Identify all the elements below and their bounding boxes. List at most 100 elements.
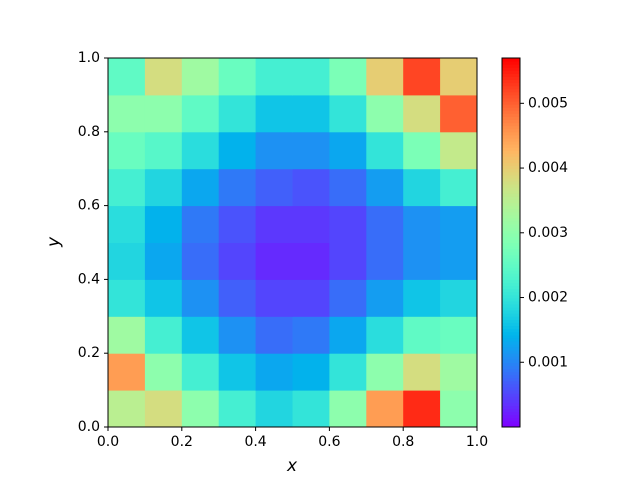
colorbar-step bbox=[502, 239, 520, 243]
colorbar-step bbox=[502, 383, 520, 388]
colorbar-step bbox=[502, 162, 520, 167]
heat-cell bbox=[255, 279, 293, 317]
heat-cell bbox=[218, 390, 257, 428]
heat-cell bbox=[366, 353, 404, 391]
heat-cell bbox=[366, 58, 404, 96]
colorbar-step bbox=[502, 67, 520, 71]
colorbar-step bbox=[502, 337, 520, 342]
heat-cell bbox=[108, 205, 146, 243]
heat-cell bbox=[181, 168, 220, 207]
colorbar-step bbox=[502, 104, 520, 108]
heat-cell bbox=[181, 316, 220, 354]
colorbar-step bbox=[502, 227, 520, 231]
colorbar-step bbox=[502, 291, 520, 296]
heat-cell bbox=[292, 390, 330, 428]
heat-cell bbox=[329, 205, 367, 243]
colorbar-step bbox=[502, 230, 520, 234]
colorbar-step bbox=[502, 122, 520, 127]
heatmap bbox=[108, 58, 478, 428]
colorbar-tick-label: 0.005 bbox=[528, 95, 568, 111]
heat-cell bbox=[440, 58, 478, 96]
heat-cell bbox=[403, 131, 441, 170]
colorbar-step bbox=[502, 224, 520, 228]
colorbar-step bbox=[502, 282, 520, 287]
colorbar-step bbox=[502, 356, 520, 360]
heat-cell bbox=[218, 94, 257, 133]
x-tick-label: 0.0 bbox=[97, 434, 119, 450]
heat-cell bbox=[329, 131, 367, 170]
heat-cell bbox=[218, 242, 257, 280]
colorbar-step bbox=[502, 248, 520, 253]
heat-cell bbox=[144, 242, 183, 280]
colorbar-step bbox=[502, 316, 520, 320]
colorbar-step bbox=[502, 131, 520, 136]
colorbar-step bbox=[502, 273, 520, 277]
colorbar-step bbox=[502, 233, 520, 237]
colorbar-step bbox=[502, 362, 520, 366]
heat-cell bbox=[255, 58, 293, 96]
colorbar-step bbox=[502, 353, 520, 357]
colorbar-step bbox=[502, 94, 520, 99]
colorbar-step bbox=[502, 245, 520, 250]
colorbar-step bbox=[502, 359, 520, 363]
heat-cell bbox=[366, 316, 404, 354]
x-tick-label: 0.4 bbox=[244, 434, 266, 450]
colorbar-step bbox=[502, 371, 520, 376]
colorbar-step bbox=[502, 159, 520, 164]
colorbar-step bbox=[502, 340, 520, 345]
heat-cell bbox=[255, 390, 293, 428]
colorbar-step bbox=[502, 181, 520, 185]
colorbar-step bbox=[502, 91, 520, 96]
colorbar-step bbox=[502, 79, 520, 84]
colorbar-step bbox=[502, 199, 520, 204]
x-tick-label: 0.8 bbox=[392, 434, 414, 450]
heat-cell bbox=[218, 353, 257, 391]
colorbar-step bbox=[502, 300, 520, 305]
y-tick-label: 0.2 bbox=[78, 345, 100, 361]
colorbar-step bbox=[502, 150, 520, 154]
colorbar-step bbox=[502, 214, 520, 219]
colorbar-step bbox=[502, 343, 520, 348]
heat-cell bbox=[108, 168, 146, 207]
heat-cell bbox=[440, 279, 478, 317]
heat-cell bbox=[403, 390, 441, 428]
heat-cell bbox=[292, 316, 330, 354]
colorbar-step bbox=[502, 365, 520, 370]
heat-cell bbox=[329, 279, 367, 317]
colorbar-step bbox=[502, 168, 520, 173]
colorbar-step bbox=[502, 411, 520, 416]
colorbar-step bbox=[502, 97, 520, 102]
heat-cell bbox=[292, 131, 330, 170]
colorbar-step bbox=[502, 304, 520, 308]
colorbar-step bbox=[502, 85, 520, 90]
colorbar-step bbox=[502, 211, 520, 216]
heat-cell bbox=[366, 279, 404, 317]
heat-cell bbox=[255, 168, 293, 207]
colorbar-step bbox=[502, 313, 520, 317]
colorbar-frame bbox=[501, 57, 521, 428]
heat-cell bbox=[440, 390, 478, 428]
heat-cell bbox=[144, 316, 183, 354]
heat-cell bbox=[292, 279, 330, 317]
colorbar-step bbox=[502, 347, 520, 351]
colorbar-step bbox=[502, 260, 520, 265]
colorbar-step bbox=[502, 217, 520, 222]
colorbar-step bbox=[502, 390, 520, 394]
heat-cell bbox=[292, 168, 330, 207]
colorbar-step bbox=[502, 220, 520, 225]
colorbar-step bbox=[502, 368, 520, 373]
colorbar-step bbox=[502, 408, 520, 413]
heat-cell bbox=[144, 279, 183, 317]
colorbar-step bbox=[502, 257, 520, 262]
colorbar-tick-label: 0.004 bbox=[528, 160, 568, 176]
colorbar-step bbox=[502, 174, 520, 179]
colorbar-step bbox=[502, 101, 520, 105]
x-axis-label: x bbox=[286, 456, 298, 476]
colorbar-step bbox=[502, 285, 520, 290]
heat-cell bbox=[181, 390, 220, 428]
heat-cell bbox=[366, 205, 404, 243]
colorbar-step bbox=[502, 402, 520, 406]
colorbar-step bbox=[502, 399, 520, 403]
heat-cell bbox=[329, 58, 367, 96]
heat-cell bbox=[440, 316, 478, 354]
